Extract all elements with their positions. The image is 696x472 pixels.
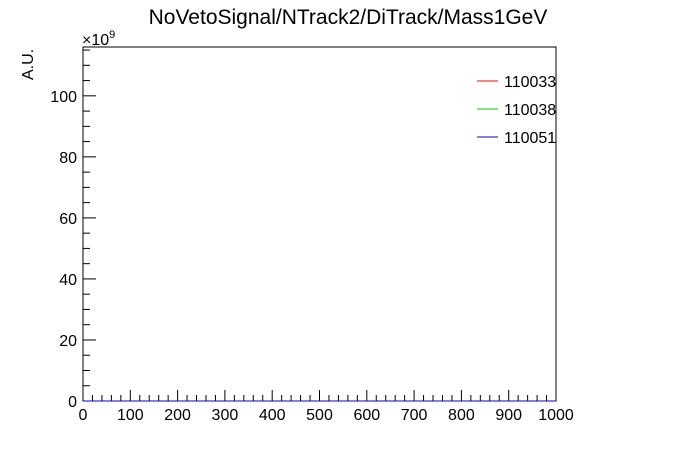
y-multiplier-exponent: 9: [109, 29, 115, 41]
x-tick-label: 300: [212, 407, 239, 424]
x-tick-label: 800: [448, 407, 475, 424]
y-tick-label: 60: [59, 211, 77, 228]
y-tick-label: 0: [68, 394, 77, 411]
x-tick-label: 900: [495, 407, 522, 424]
y-tick-label: 100: [50, 89, 77, 106]
x-tick-label: 1000: [538, 407, 574, 424]
y-multiplier: ×109: [82, 29, 115, 49]
x-tick-label: 0: [79, 407, 88, 424]
plot-frame: [82, 46, 557, 402]
x-tick-label: 500: [306, 407, 333, 424]
y-tick-label: 20: [59, 333, 77, 350]
x-tick-label: 600: [353, 407, 380, 424]
chart-title: NoVetoSignal/NTrack2/DiTrack/Mass1GeV: [149, 6, 548, 29]
y-axis-label: A.U.: [20, 49, 37, 80]
y-multiplier-base: ×10: [82, 32, 109, 49]
x-axis-ticks: 0 100 200 300 400 500 600 700 800 900 1000: [79, 390, 574, 424]
legend-label: 110051: [504, 130, 556, 147]
legend-label: 110038: [504, 102, 556, 119]
y-axis-ticks: 0 20 40 60 80 100: [50, 49, 96, 411]
x-tick-label: 700: [401, 407, 428, 424]
y-tick-label: 80: [59, 150, 77, 167]
legend-label: 110033: [504, 74, 556, 91]
x-tick-label: 200: [164, 407, 191, 424]
y-tick-label: 40: [59, 272, 77, 289]
x-tick-label: 100: [117, 407, 144, 424]
x-tick-label: 400: [259, 407, 286, 424]
legend: 110033 110038 110051: [477, 74, 556, 147]
